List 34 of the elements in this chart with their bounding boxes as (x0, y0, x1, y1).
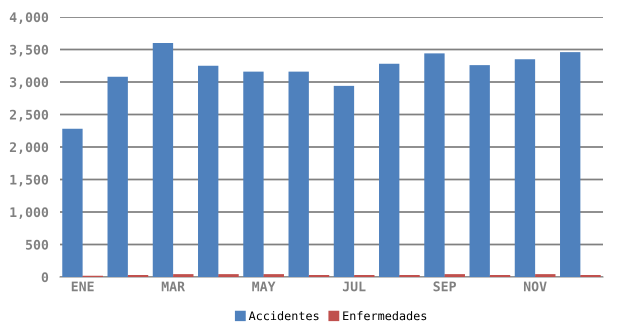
y-tick-label: 500 (26, 240, 48, 250)
bar (243, 72, 264, 277)
x-tick-label: MAR (162, 282, 186, 292)
x-tick-label: MAY (252, 282, 276, 292)
x-tick-label: SEP (434, 281, 456, 292)
legend-label: Accidentes (248, 311, 319, 320)
bar (514, 59, 536, 277)
bar (288, 72, 309, 277)
bar (218, 274, 239, 277)
y-tick-label: 3,500 (10, 44, 48, 56)
x-tick-label: ENE (72, 282, 94, 292)
bar (424, 53, 445, 277)
bar (108, 76, 128, 277)
bar (535, 274, 556, 277)
bar (264, 274, 284, 277)
bar (198, 66, 218, 277)
bar (444, 274, 465, 277)
x-tick-label: NOV (524, 281, 547, 292)
y-tick-label: 1,500 (10, 174, 48, 186)
bar (470, 65, 490, 277)
bar (62, 128, 83, 277)
y-tick-label: 4,000 (10, 12, 48, 24)
x-tick-label: JUL (342, 282, 366, 292)
bar (379, 64, 400, 277)
y-tick-label: 3,000 (10, 77, 48, 89)
y-tick-label: 2,000 (10, 142, 48, 154)
legend-label: Enfermedades (343, 311, 426, 320)
bar (334, 86, 354, 277)
bar (152, 43, 174, 277)
y-tick-label: 0 (42, 272, 48, 282)
bar (560, 52, 580, 277)
bar (173, 274, 194, 277)
y-tick-label: 2,500 (10, 110, 48, 122)
y-tick-label: 1,000 (10, 207, 48, 219)
